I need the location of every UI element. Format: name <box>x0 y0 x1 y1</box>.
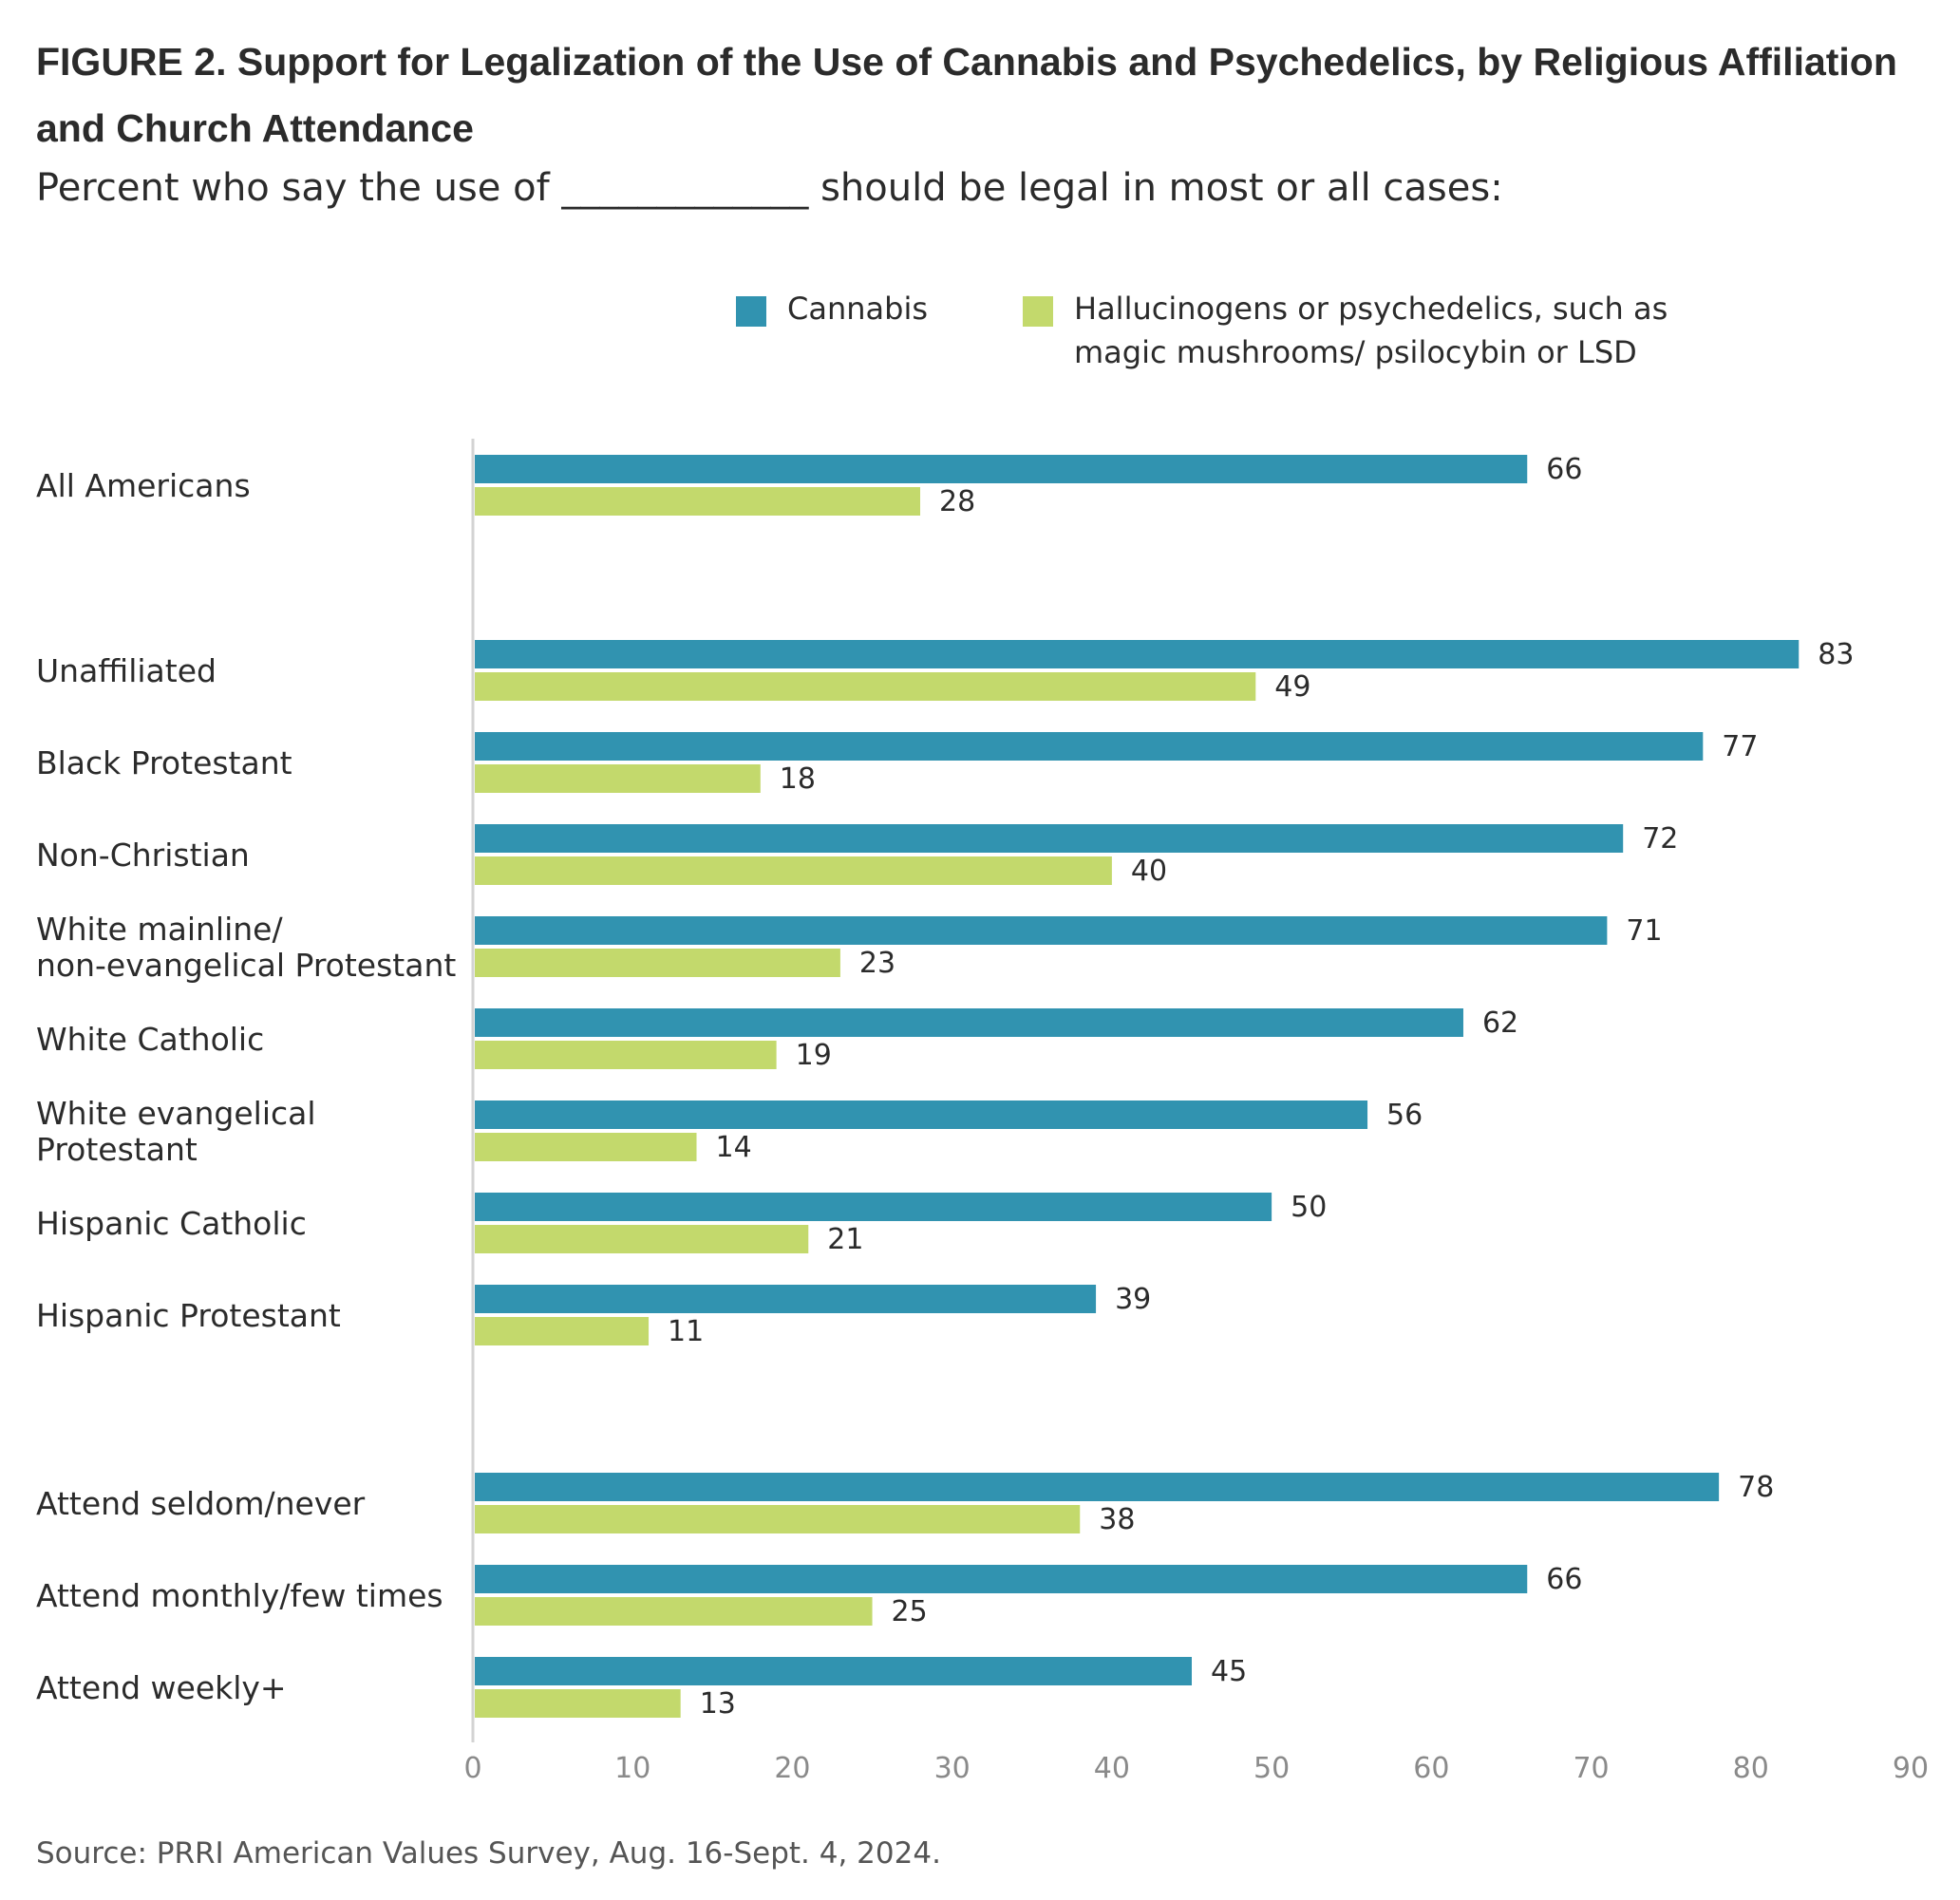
legend-swatch-hallucinogens <box>1023 296 1053 327</box>
data-label-hallucinogens: 13 <box>700 1687 736 1721</box>
x-tick-label: 0 <box>463 1752 481 1785</box>
legend-item-hallucinogens: Hallucinogens or psychedelics, such as m… <box>1023 287 1725 374</box>
bar-cannabis <box>475 1008 1463 1037</box>
bar-cannabis <box>475 732 1704 761</box>
data-label-cannabis: 66 <box>1546 1563 1582 1596</box>
x-tick-label: 20 <box>774 1752 810 1785</box>
bar-cannabis <box>475 824 1624 853</box>
x-tick-label: 10 <box>614 1752 650 1785</box>
bar-hallucinogens <box>475 1133 697 1161</box>
bar-cannabis <box>475 640 1800 668</box>
bar-hallucinogens <box>475 856 1112 885</box>
x-tick-label: 50 <box>1253 1752 1290 1785</box>
x-tick-label: 40 <box>1094 1752 1130 1785</box>
data-label-cannabis: 72 <box>1642 822 1678 856</box>
category-label: Non-Christian <box>36 837 250 874</box>
data-label-hallucinogens: 18 <box>780 762 816 796</box>
bar-hallucinogens <box>475 487 921 516</box>
x-tick-label: 60 <box>1413 1752 1449 1785</box>
legend-label-hallucinogens: Hallucinogens or psychedelics, such as m… <box>1074 291 1668 370</box>
category-label: Black Protestant <box>36 744 292 781</box>
bar-cannabis <box>475 1100 1368 1129</box>
category-label: Unaffiliated <box>36 652 217 689</box>
legend-label-cannabis: Cannabis <box>787 291 928 327</box>
data-label-hallucinogens: 11 <box>668 1315 704 1348</box>
data-label-hallucinogens: 28 <box>939 485 975 518</box>
data-label-cannabis: 45 <box>1211 1655 1247 1688</box>
data-label-cannabis: 77 <box>1722 730 1758 763</box>
bar-cannabis <box>475 455 1528 483</box>
bar-hallucinogens <box>475 1505 1081 1533</box>
category-label: White Catholic <box>36 1021 264 1058</box>
bar-cannabis <box>475 1193 1272 1221</box>
data-label-cannabis: 50 <box>1291 1191 1327 1224</box>
legend-swatch-cannabis <box>736 296 766 327</box>
data-label-cannabis: 78 <box>1738 1471 1774 1504</box>
bar-chart: All Americans 66 28 Unaffiliated 83 49 Black P… <box>36 439 1929 1785</box>
bar-cannabis <box>475 1657 1192 1685</box>
data-label-hallucinogens: 23 <box>859 947 895 980</box>
data-label-hallucinogens: 14 <box>716 1131 752 1164</box>
category-label: Hispanic Catholic <box>36 1205 307 1242</box>
category-label: All Americans <box>36 467 251 504</box>
bar-cannabis <box>475 1473 1720 1501</box>
x-tick-label: 90 <box>1893 1752 1929 1785</box>
data-label-cannabis: 71 <box>1626 914 1662 948</box>
x-tick-label: 30 <box>934 1752 971 1785</box>
data-label-hallucinogens: 19 <box>796 1039 832 1072</box>
data-label-cannabis: 66 <box>1546 453 1582 486</box>
legend-item-cannabis: Cannabis <box>736 287 928 330</box>
data-label-hallucinogens: 21 <box>827 1223 863 1256</box>
bar-hallucinogens <box>475 1041 777 1069</box>
bar-hallucinogens <box>475 1317 650 1345</box>
data-label-hallucinogens: 38 <box>1099 1503 1135 1536</box>
bar-hallucinogens <box>475 672 1256 701</box>
category-label: White mainline/non-evangelical Protestan… <box>36 911 456 984</box>
bar-cannabis <box>475 1565 1528 1593</box>
source-note: Source: PRRI American Values Survey, Aug… <box>36 1836 941 1871</box>
data-label-cannabis: 56 <box>1386 1099 1423 1132</box>
bar-hallucinogens <box>475 949 840 977</box>
data-label-cannabis: 83 <box>1818 638 1854 671</box>
chart-subtitle: Percent who say the use of _____________… <box>36 166 1503 210</box>
bar-hallucinogens <box>475 1597 873 1626</box>
data-label-cannabis: 39 <box>1115 1283 1151 1316</box>
data-label-cannabis: 62 <box>1482 1006 1518 1040</box>
chart-title: FIGURE 2. Support for Legalization of th… <box>36 40 1897 150</box>
data-label-hallucinogens: 40 <box>1131 855 1167 888</box>
bar-hallucinogens <box>475 764 761 793</box>
category-label: Attend seldom/never <box>36 1485 366 1522</box>
data-label-hallucinogens: 25 <box>892 1595 928 1628</box>
category-label: Hispanic Protestant <box>36 1297 341 1334</box>
x-tick-label: 70 <box>1573 1752 1609 1785</box>
bar-cannabis <box>475 916 1608 945</box>
category-label: Attend weekly+ <box>36 1669 287 1706</box>
x-tick-label: 80 <box>1733 1752 1769 1785</box>
category-label: Attend monthly/few times <box>36 1577 443 1614</box>
category-label: White evangelical Protestant <box>36 1095 316 1168</box>
bar-cannabis <box>475 1285 1097 1313</box>
data-label-hallucinogens: 49 <box>1274 670 1310 704</box>
bar-hallucinogens <box>475 1225 809 1253</box>
bar-hallucinogens <box>475 1689 681 1718</box>
